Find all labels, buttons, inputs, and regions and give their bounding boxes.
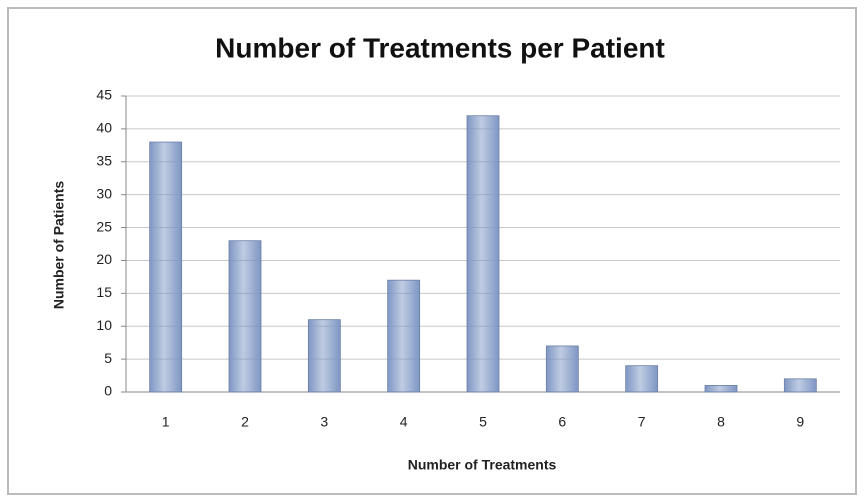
x-tick-label: 3	[320, 414, 328, 430]
y-axis-title: Number of Patients	[51, 181, 67, 310]
x-tick-label: 1	[162, 414, 170, 430]
y-tick-label: 40	[96, 120, 112, 136]
x-tick-label: 7	[638, 414, 646, 430]
chart-border	[7, 7, 857, 495]
x-tick-label: 9	[796, 414, 804, 430]
bar	[704, 385, 738, 393]
y-tick-label: 15	[96, 284, 112, 300]
y-tick-label: 25	[96, 218, 112, 234]
y-tick-label: 5	[104, 350, 112, 366]
bar	[545, 345, 579, 393]
x-tick-label: 6	[558, 414, 566, 430]
y-tick-label: 45	[96, 87, 112, 103]
y-tick-label: 0	[104, 383, 112, 399]
bar	[307, 319, 341, 393]
x-tick-label: 8	[717, 414, 725, 430]
bar	[625, 365, 659, 393]
bar	[149, 141, 183, 393]
y-tick-label: 20	[96, 251, 112, 267]
bar	[783, 378, 817, 393]
x-tick-label: 5	[479, 414, 487, 430]
y-tick-label: 35	[96, 152, 112, 168]
bar	[387, 279, 421, 393]
x-tick-label: 2	[241, 414, 249, 430]
bar	[466, 115, 500, 393]
x-axis-title: Number of Treatments	[408, 457, 557, 473]
x-tick-label: 4	[400, 414, 408, 430]
chart-title: Number of Treatments per Patient	[215, 32, 665, 63]
y-tick-label: 30	[96, 185, 112, 201]
y-tick-label: 10	[96, 317, 112, 333]
bar	[228, 240, 262, 393]
